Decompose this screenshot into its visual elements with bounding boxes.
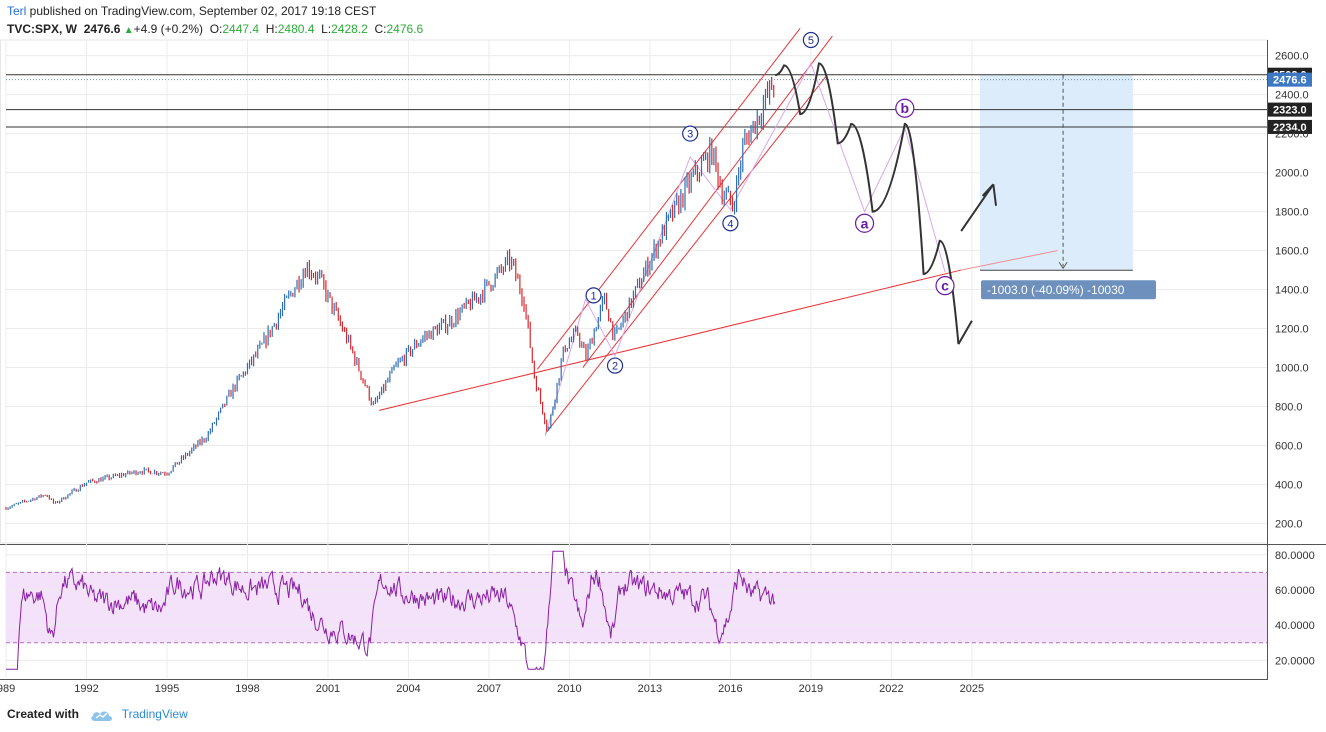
wave-projection-path: [775, 62, 960, 345]
y-tick-label: 2000.0: [1275, 168, 1309, 180]
level-label: 2323.0: [1273, 105, 1307, 117]
x-tick-label: 2025: [960, 683, 984, 695]
close-label: C:: [374, 22, 387, 36]
x-tick-label: 1995: [155, 683, 179, 695]
y-tick-label: 2400.0: [1275, 90, 1309, 102]
measure-arrow-icon: [1058, 261, 1068, 270]
y-tick-label: 200.0: [1275, 519, 1303, 531]
rsi-band: [6, 572, 1267, 643]
x-tick-label: 2013: [638, 683, 662, 695]
channel-line: [582, 35, 833, 368]
wave-label: a: [861, 215, 869, 231]
last-price: 2476.6: [83, 22, 121, 36]
y-tick-label: 1200.0: [1275, 324, 1309, 336]
channel-line: [544, 74, 828, 435]
tradingview-link[interactable]: TradingView: [121, 707, 188, 721]
wave-label: 3: [687, 129, 693, 141]
chart-header: Terl published on TradingView.com, Septe…: [0, 0, 1326, 40]
wave-labels: 1 2 3 4 5 a b c: [585, 31, 955, 374]
footer: Created with TradingView: [7, 707, 188, 722]
open-label: O:: [209, 22, 223, 36]
rsi-pane: 20.0000 40.0000 60.0000 80.0000: [6, 550, 1315, 670]
y-tick-label: 1600.0: [1275, 246, 1309, 258]
wave-label-circle: [585, 287, 602, 304]
author-link[interactable]: Terl: [7, 4, 27, 18]
publish-text: published on TradingView.com, September …: [26, 4, 377, 18]
wave-label: 4: [727, 218, 733, 230]
wave-label-circle: [854, 213, 875, 233]
low-value: 2428.2: [331, 22, 368, 36]
wave-label: b: [901, 100, 910, 116]
measure-label: -1003.0 (-40.09%) -10030: [987, 283, 1125, 297]
x-tick-label: 2016: [718, 683, 742, 695]
open-value: 2447.4: [222, 22, 260, 36]
wave-label: c: [941, 278, 949, 294]
level-label: 2476.6: [1273, 75, 1307, 87]
wave-label: 1: [591, 290, 597, 302]
arrow-up-icon: ▲: [123, 25, 134, 36]
y-tick-label: 600.0: [1275, 441, 1303, 453]
wave-label-circle: [935, 276, 955, 296]
wave-label-circle: [606, 357, 624, 374]
publish-info: Terl published on TradingView.com, Septe…: [7, 4, 376, 18]
wave-label-circle: [722, 215, 739, 232]
x-tick-label: 2022: [879, 683, 903, 695]
rsi-tick-label: 20.0000: [1275, 655, 1315, 667]
level-badge: [1268, 72, 1312, 87]
projection-rect: [979, 74, 1133, 271]
wave-label-circle: [895, 98, 915, 118]
level-badge: [1268, 102, 1312, 117]
wave-label: 2: [612, 361, 618, 373]
y-tick-label: 1000.0: [1275, 363, 1309, 375]
wave-label-circle: [682, 125, 699, 142]
y-tick-label: 800.0: [1275, 402, 1303, 414]
rsi-tick-label: 40.0000: [1275, 620, 1315, 632]
tradingview-logo-icon: [91, 711, 113, 721]
y-tick-label: 1800.0: [1275, 207, 1309, 219]
level-label: 2234.0: [1273, 122, 1307, 134]
ohlc-legend: TVC:SPX, W 2476.6 ▲+4.9 (+0.2%) O:2447.4…: [7, 22, 423, 36]
rsi-line: [6, 550, 776, 670]
bounce-arrow-icon: [960, 183, 998, 232]
projection-box: -1003.0 (-40.09%) -10030: [979, 74, 1156, 300]
created-with-text: Created with: [7, 707, 80, 721]
change-value: +4.9 (+0.2%): [133, 22, 204, 36]
channel-line: [378, 269, 962, 411]
low-label: L:: [321, 22, 332, 36]
high-label: H:: [265, 22, 278, 36]
channel-line: [536, 27, 801, 370]
rsi-tick-label: 80.0000: [1275, 550, 1315, 562]
wave-label: 5: [808, 35, 814, 47]
channel-line-ext: [961, 250, 1058, 271]
axes: 200.0 400.0 600.0 800.0 1000.0 1200.0 1400.0 16…: [0, 51, 1309, 695]
x-tick-label: 2007: [477, 683, 501, 695]
y-tick-label: 2600.0: [1275, 51, 1309, 63]
rsi-tick-label: 60.0000: [1275, 585, 1315, 597]
y-tick-label: 400.0: [1275, 480, 1303, 492]
wave-projection: [775, 62, 998, 345]
price-series: [5, 76, 775, 511]
x-tick-label: 2004: [396, 683, 420, 695]
grid: [0, 39, 1326, 680]
wave-connector: [544, 62, 946, 436]
x-tick-label: 2001: [316, 683, 340, 695]
y-tick-label: 2200.0: [1275, 129, 1309, 141]
x-tick-label: 2019: [799, 683, 823, 695]
high-value: 2480.4: [277, 22, 315, 36]
x-tick-label: 1992: [74, 683, 98, 695]
level-badge: [1268, 119, 1312, 134]
wave-label-circle: [802, 31, 819, 49]
x-tick-label: 989: [0, 683, 15, 695]
symbol-label[interactable]: TVC:SPX, W: [7, 22, 78, 36]
final-tick: [957, 320, 973, 345]
trend-channel: [378, 27, 1058, 436]
x-tick-label: 2010: [557, 683, 581, 695]
close-value: 2476.6: [386, 22, 424, 36]
y-tick-label: 1400.0: [1275, 285, 1309, 297]
measure-label-bg: [981, 280, 1156, 300]
x-tick-label: 1998: [235, 683, 259, 695]
